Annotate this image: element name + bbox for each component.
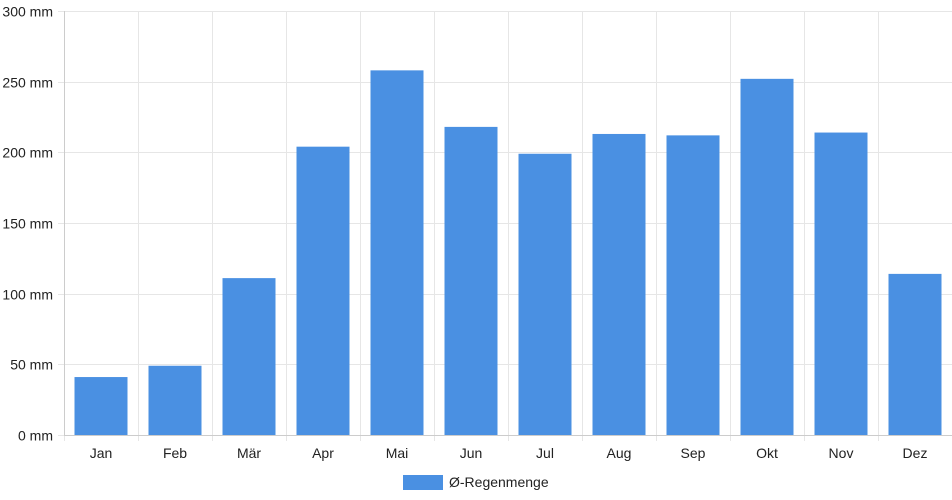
x-tick-label: Feb bbox=[163, 445, 187, 461]
y-tick-label: 300 mm bbox=[2, 4, 53, 20]
legend-swatch[interactable] bbox=[403, 475, 443, 490]
x-tick-label: Apr bbox=[312, 445, 334, 461]
y-tick-label: 0 mm bbox=[18, 428, 53, 444]
y-tick-label: 200 mm bbox=[2, 145, 53, 161]
bar-aug[interactable] bbox=[592, 133, 646, 435]
legend[interactable]: Ø-Regenmenge bbox=[403, 474, 549, 490]
bar-mai[interactable] bbox=[370, 70, 424, 436]
y-tick-label: 100 mm bbox=[2, 287, 53, 303]
x-tick-label: Okt bbox=[756, 445, 778, 461]
x-tick-label: Nov bbox=[829, 445, 854, 461]
bar-mär[interactable] bbox=[222, 278, 276, 435]
x-axis: Jan Feb Mär Apr Mai Jun Jul Aug Sep Okt Nov Dez bbox=[64, 435, 952, 461]
y-axis: 0 mm 50 mm 100 mm 150 mm 200 mm 250 mm 300 mm bbox=[2, 4, 65, 444]
x-tick-label: Jun bbox=[460, 445, 483, 461]
bar-feb[interactable] bbox=[148, 365, 202, 435]
x-tick-label: Aug bbox=[607, 445, 632, 461]
x-tick-label: Dez bbox=[903, 445, 928, 461]
bars-layer bbox=[74, 70, 942, 436]
x-tick-label: Jan bbox=[90, 445, 113, 461]
bar-sep[interactable] bbox=[666, 135, 720, 435]
legend-label[interactable]: Ø-Regenmenge bbox=[449, 474, 549, 490]
x-tick-label: Mai bbox=[386, 445, 409, 461]
grid-layer bbox=[58, 11, 952, 441]
bar-apr[interactable] bbox=[296, 146, 350, 435]
bar-okt[interactable] bbox=[740, 78, 794, 435]
y-tick-label: 250 mm bbox=[2, 75, 53, 91]
bar-jul[interactable] bbox=[518, 153, 572, 435]
bar-dez[interactable] bbox=[888, 273, 942, 435]
bar-jun[interactable] bbox=[444, 126, 498, 435]
bar-jan[interactable] bbox=[74, 377, 128, 435]
x-tick-label: Jul bbox=[536, 445, 554, 461]
x-tick-label: Mär bbox=[237, 445, 261, 461]
y-tick-label: 50 mm bbox=[10, 357, 53, 373]
x-tick-label: Sep bbox=[681, 445, 706, 461]
y-tick-label: 150 mm bbox=[2, 216, 53, 232]
bar-nov[interactable] bbox=[814, 132, 868, 436]
